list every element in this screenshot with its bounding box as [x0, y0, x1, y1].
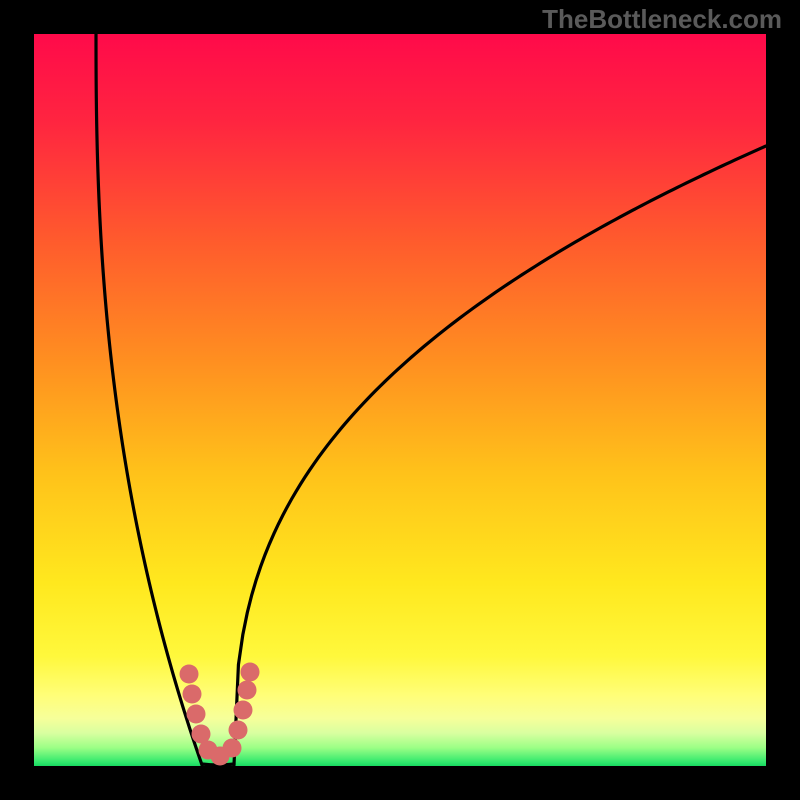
plot-area [34, 34, 766, 766]
watermark-text: TheBottleneck.com [542, 4, 782, 35]
chart-container: TheBottleneck.com [0, 0, 800, 800]
curve-svg [34, 34, 766, 766]
